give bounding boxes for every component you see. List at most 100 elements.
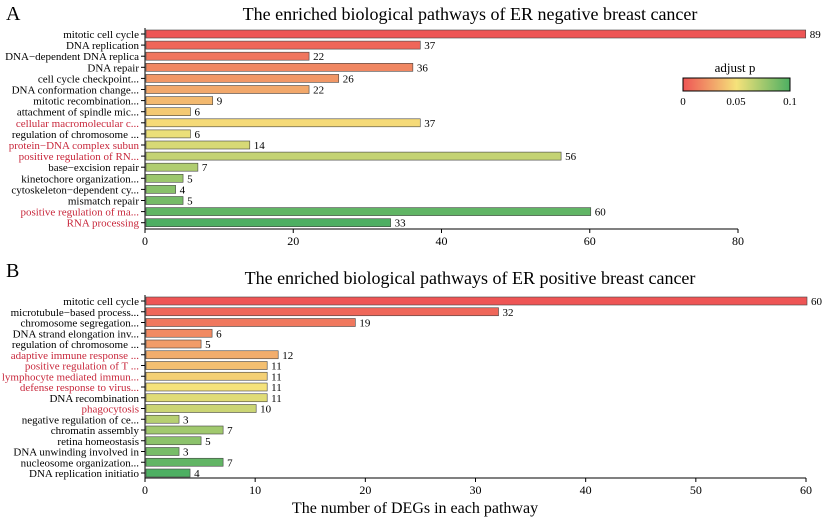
bar bbox=[145, 350, 279, 360]
legend-tick: 0.05 bbox=[726, 96, 746, 108]
x-tick-label: 20 bbox=[287, 234, 299, 248]
bar-value-label: 3 bbox=[183, 447, 189, 459]
bar bbox=[145, 29, 807, 39]
bar bbox=[145, 107, 191, 116]
bar-value-label: 7 bbox=[227, 425, 233, 437]
bar-value-label: 4 bbox=[194, 468, 200, 480]
bar bbox=[145, 218, 391, 227]
bar bbox=[145, 414, 180, 424]
bar-value-label: 7 bbox=[227, 457, 233, 469]
category-label: adaptive immune response ... bbox=[11, 350, 140, 362]
bar bbox=[145, 51, 310, 61]
category-label: DNA recombination bbox=[49, 393, 139, 405]
category-label: nucleosome organization... bbox=[21, 457, 140, 469]
category-label: microtubule−based process... bbox=[11, 307, 140, 319]
bar-value-label: 6 bbox=[194, 107, 200, 119]
bar-value-label: 26 bbox=[343, 73, 355, 85]
legend-title: adjust p bbox=[715, 60, 756, 75]
bar bbox=[145, 85, 310, 94]
x-tick-label: 10 bbox=[249, 483, 261, 497]
category-label: attachment of spindle mic... bbox=[17, 107, 139, 119]
x-tick-label: 80 bbox=[732, 234, 744, 248]
category-label: DNA repair bbox=[87, 62, 139, 74]
bar-value-label: 60 bbox=[811, 296, 823, 308]
x-tick-label: 30 bbox=[470, 483, 482, 497]
bar bbox=[145, 151, 562, 161]
x-tick-label: 40 bbox=[436, 234, 448, 248]
category-label: regulation of chromosome ... bbox=[12, 129, 139, 141]
bar-value-label: 12 bbox=[282, 350, 293, 362]
category-label: kinetochore organization... bbox=[21, 173, 139, 185]
bar-value-label: 11 bbox=[271, 393, 282, 405]
x-tick-label: 20 bbox=[359, 483, 371, 497]
bar bbox=[145, 468, 191, 478]
bar-value-label: 11 bbox=[271, 382, 282, 394]
bar-value-label: 7 bbox=[202, 162, 208, 174]
bar bbox=[145, 328, 213, 338]
bar bbox=[145, 425, 224, 435]
category-label: mismatch repair bbox=[68, 196, 140, 208]
bar bbox=[145, 207, 592, 216]
x-tick-label: 60 bbox=[800, 483, 812, 497]
bar bbox=[145, 436, 202, 446]
category-label: RNA processing bbox=[67, 218, 140, 230]
bar-value-label: 5 bbox=[187, 196, 193, 208]
bar-value-label: 60 bbox=[595, 207, 607, 219]
x-tick-label: 0 bbox=[142, 234, 148, 248]
category-label: base−excision repair bbox=[48, 162, 139, 174]
bar bbox=[145, 393, 268, 403]
category-label: DNA replication bbox=[66, 40, 140, 52]
bar bbox=[145, 447, 180, 456]
bar bbox=[145, 371, 268, 381]
category-label: chromatin assembly bbox=[51, 425, 140, 437]
category-label: DNA unwinding involved in bbox=[13, 447, 139, 459]
bar bbox=[145, 62, 414, 72]
bar-value-label: 9 bbox=[217, 96, 223, 108]
bar-value-label: 22 bbox=[313, 51, 324, 63]
bar bbox=[145, 74, 340, 83]
x-tick-label: 60 bbox=[584, 234, 596, 248]
category-label: DNA conformation change... bbox=[12, 85, 140, 97]
legend-tick: 0.1 bbox=[783, 96, 797, 108]
bar bbox=[145, 40, 421, 50]
bar-value-label: 11 bbox=[271, 371, 282, 383]
bar bbox=[145, 162, 199, 172]
bar-value-label: 36 bbox=[417, 62, 429, 74]
panel-b-letter: B bbox=[6, 260, 19, 282]
bar bbox=[145, 382, 268, 392]
category-label: DNA replication initiatio bbox=[29, 468, 139, 480]
category-label: negative regulation of ce... bbox=[22, 414, 140, 426]
bar-value-label: 4 bbox=[180, 184, 186, 196]
bar-value-label: 6 bbox=[216, 328, 222, 340]
panel-b-title: The enriched biological pathways of ER p… bbox=[245, 268, 696, 288]
bar-value-label: 33 bbox=[395, 218, 407, 230]
category-label: defense response to virus... bbox=[20, 382, 139, 394]
bar-value-label: 14 bbox=[254, 140, 266, 152]
bar-value-label: 5 bbox=[187, 173, 193, 185]
bar-value-label: 5 bbox=[205, 339, 211, 351]
category-label: phagocytosis bbox=[82, 404, 139, 416]
bar bbox=[145, 140, 251, 150]
legend-colorbar bbox=[682, 77, 791, 92]
category-label: cytoskeleton−dependent cy... bbox=[11, 184, 139, 196]
bar bbox=[145, 174, 184, 183]
category-label: regulation of chromosome ... bbox=[12, 339, 139, 351]
bar-value-label: 11 bbox=[271, 361, 282, 373]
panel-a-title: The enriched biological pathways of ER n… bbox=[243, 4, 698, 24]
color-legend: adjust p 0 0.05 0.1 bbox=[680, 60, 797, 108]
bar-value-label: 37 bbox=[424, 40, 436, 52]
bar-value-label: 3 bbox=[183, 414, 189, 426]
bar-value-label: 32 bbox=[503, 307, 514, 319]
bar-value-label: 89 bbox=[810, 29, 822, 41]
bar bbox=[145, 96, 214, 105]
bar-value-label: 10 bbox=[260, 404, 272, 416]
bar-value-label: 5 bbox=[205, 436, 211, 448]
category-label: positive regulation of ma... bbox=[20, 207, 139, 219]
bar bbox=[145, 404, 257, 413]
bar bbox=[145, 361, 268, 370]
x-tick-label: 40 bbox=[580, 483, 592, 497]
panel-a-letter: A bbox=[6, 3, 21, 25]
bar-value-label: 22 bbox=[313, 85, 324, 97]
category-label: mitotic recombination... bbox=[33, 96, 139, 108]
